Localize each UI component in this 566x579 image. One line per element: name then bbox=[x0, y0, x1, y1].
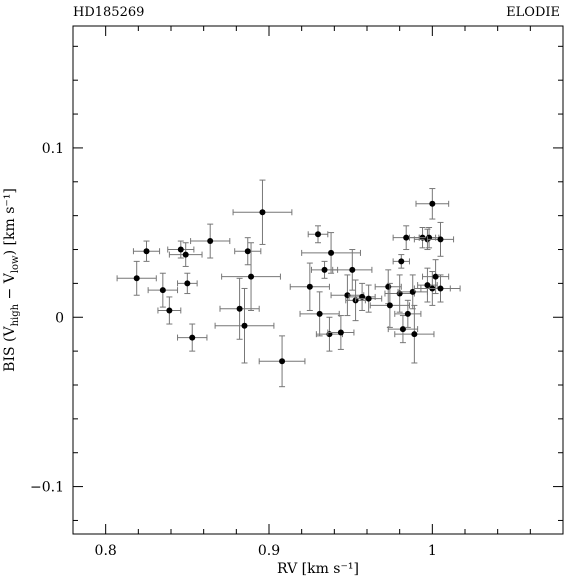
data-point bbox=[301, 232, 361, 274]
data-points bbox=[116, 179, 461, 388]
point-marker bbox=[437, 236, 444, 243]
data-point bbox=[177, 323, 208, 352]
point-marker bbox=[143, 248, 150, 255]
point-marker bbox=[424, 282, 431, 289]
point-marker bbox=[404, 310, 411, 317]
point-marker bbox=[177, 246, 184, 253]
data-point bbox=[116, 260, 157, 296]
x-tick-label: 0.9 bbox=[258, 543, 280, 559]
x-tick-label: 0.8 bbox=[95, 543, 117, 559]
x-tick-label: 1 bbox=[428, 543, 437, 559]
plot-frame bbox=[72, 25, 564, 535]
data-point bbox=[426, 221, 455, 257]
y-label-sub-high: high bbox=[10, 303, 21, 326]
data-point bbox=[258, 335, 306, 388]
title-right: ELODIE bbox=[506, 5, 560, 20]
y-tick-label: −0.1 bbox=[30, 480, 64, 496]
axis-ticks bbox=[72, 26, 564, 534]
point-marker bbox=[403, 234, 410, 241]
point-marker bbox=[236, 305, 243, 312]
data-point bbox=[327, 315, 355, 350]
data-point bbox=[348, 282, 376, 311]
data-point bbox=[394, 299, 422, 328]
title-left: HD185269 bbox=[73, 5, 144, 20]
point-marker bbox=[248, 273, 255, 280]
point-marker bbox=[386, 302, 393, 309]
point-marker bbox=[328, 249, 335, 256]
point-marker bbox=[241, 322, 248, 329]
data-point bbox=[232, 179, 293, 245]
data-point bbox=[157, 296, 182, 325]
data-point bbox=[315, 316, 343, 352]
data-point bbox=[369, 282, 410, 328]
data-point bbox=[299, 291, 340, 337]
point-marker bbox=[182, 251, 189, 258]
point-marker bbox=[184, 280, 191, 287]
data-point bbox=[392, 254, 410, 269]
point-marker bbox=[315, 231, 321, 238]
point-marker bbox=[432, 273, 439, 280]
data-point bbox=[219, 277, 260, 340]
point-marker bbox=[365, 295, 372, 302]
data-point bbox=[330, 274, 365, 317]
data-point bbox=[420, 274, 461, 303]
data-point bbox=[132, 240, 161, 262]
y-label-mid: − V bbox=[2, 272, 18, 304]
data-point bbox=[422, 259, 450, 295]
y-tick-label: 0 bbox=[55, 310, 64, 326]
point-marker bbox=[189, 334, 196, 341]
data-point bbox=[415, 188, 450, 220]
y-label-prefix: BIS (V bbox=[2, 326, 18, 372]
point-marker bbox=[259, 209, 266, 216]
data-point bbox=[177, 272, 198, 295]
point-marker bbox=[159, 287, 166, 294]
point-marker bbox=[429, 200, 436, 207]
x-axis-label: RV [km s⁻¹] bbox=[277, 561, 359, 577]
point-marker bbox=[279, 358, 286, 365]
point-marker bbox=[244, 248, 251, 255]
y-tick-label: 0.1 bbox=[42, 141, 64, 157]
data-point bbox=[307, 225, 329, 244]
data-point bbox=[384, 274, 415, 313]
data-point bbox=[332, 249, 373, 291]
data-point bbox=[387, 315, 419, 344]
point-marker bbox=[166, 307, 173, 314]
data-point bbox=[355, 284, 383, 313]
data-point bbox=[214, 287, 275, 364]
point-marker bbox=[306, 283, 313, 290]
point-marker bbox=[133, 275, 140, 282]
axis-tick-labels: 0.8 0.9 1 −0.1 0 0.1 bbox=[30, 141, 437, 559]
point-marker bbox=[398, 258, 405, 265]
y-label-sub-low: low bbox=[10, 255, 21, 273]
data-point bbox=[190, 223, 231, 259]
point-marker bbox=[411, 331, 418, 338]
y-axis-label: BIS (Vhigh − Vlow) [km s⁻¹] bbox=[2, 188, 21, 372]
point-marker bbox=[337, 329, 344, 336]
data-point bbox=[417, 267, 438, 303]
point-marker bbox=[349, 266, 356, 273]
data-point bbox=[168, 242, 203, 267]
data-point bbox=[289, 262, 330, 311]
point-marker bbox=[321, 266, 328, 273]
data-point bbox=[394, 304, 435, 364]
point-marker bbox=[399, 326, 406, 333]
data-point bbox=[397, 274, 428, 310]
data-point bbox=[167, 240, 195, 259]
data-point bbox=[147, 272, 179, 308]
point-marker bbox=[437, 285, 444, 292]
point-marker bbox=[207, 238, 214, 245]
data-point bbox=[234, 237, 262, 266]
y-label-suffix: ) [km s⁻¹] bbox=[2, 188, 18, 255]
point-marker bbox=[316, 310, 323, 317]
data-point bbox=[221, 242, 281, 311]
